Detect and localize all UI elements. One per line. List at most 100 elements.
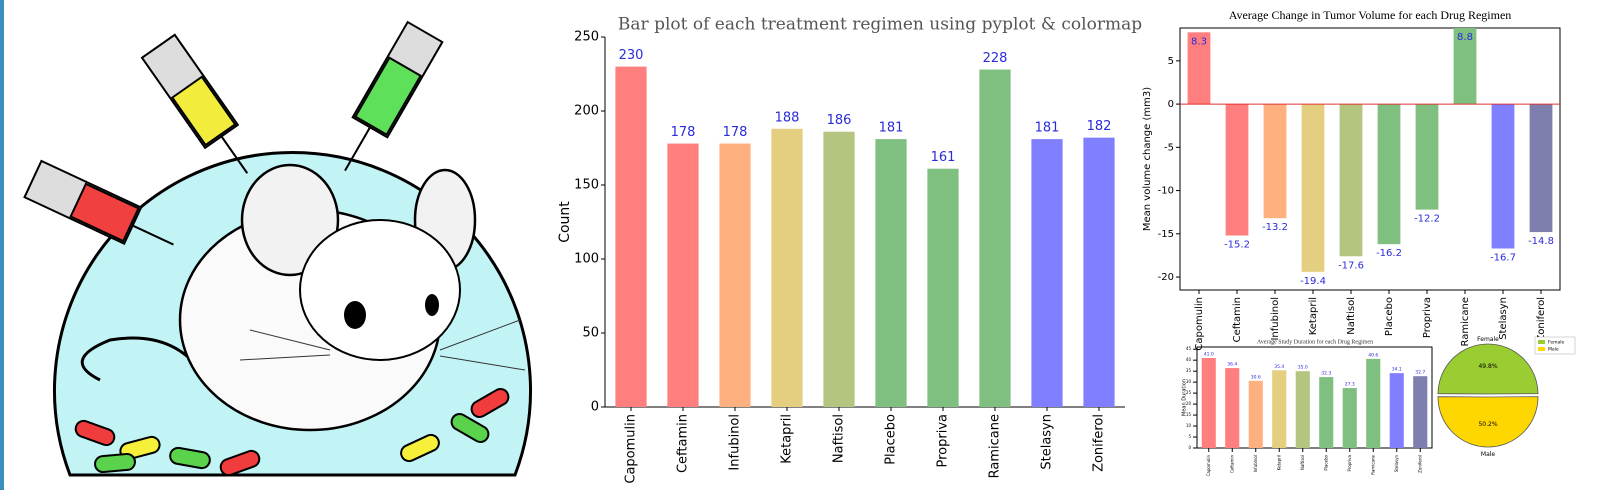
slice-value-label: 50.2%	[1478, 421, 1497, 428]
y-tick-label: 45	[1186, 346, 1192, 351]
bar	[1413, 376, 1428, 448]
x-tick-label: Ramicane	[988, 414, 1003, 478]
y-tick-label: 0	[591, 400, 599, 415]
value-label: -17.6	[1338, 260, 1364, 271]
y-tick-label: 25	[1186, 390, 1192, 395]
bar	[1187, 32, 1211, 105]
mouse-illustration	[0, 0, 532, 490]
pie-slice	[1437, 396, 1539, 448]
value-label: 161	[931, 150, 956, 165]
x-tick-label: Ramicane	[1370, 454, 1375, 474]
plot-frame	[1179, 27, 1561, 291]
value-label: 188	[775, 110, 800, 125]
y-tick-label: 150	[574, 178, 599, 193]
legend-label: Female	[1548, 340, 1565, 346]
value-label: 34.1	[1392, 367, 1402, 373]
value-label: 32.3	[1321, 371, 1331, 377]
x-tick-label: Ramicane	[1460, 297, 1471, 347]
bar	[1201, 357, 1216, 448]
bar	[1225, 368, 1240, 448]
bar	[1301, 104, 1325, 272]
bar	[1453, 28, 1477, 105]
y-tick-label: 30	[1186, 379, 1192, 384]
bar	[979, 69, 1011, 407]
legend-swatch	[1538, 347, 1545, 351]
bar	[1263, 104, 1287, 219]
x-tick-label: Placebo	[1384, 297, 1395, 336]
bar	[1225, 104, 1249, 236]
value-label: -16.2	[1376, 248, 1402, 259]
y-tick-label: 50	[582, 326, 599, 341]
x-tick-label: Placebo	[884, 414, 899, 465]
slice-value-label: 49.8%	[1478, 363, 1497, 370]
bar	[1339, 104, 1363, 257]
value-label: 178	[671, 125, 696, 140]
legend-label: Male	[1548, 347, 1559, 353]
y-tick-label: -20	[1158, 272, 1174, 283]
x-tick-label: Ketapril	[780, 414, 795, 464]
y-tick-label: 100	[574, 252, 599, 267]
y-tick-label: -10	[1158, 186, 1174, 197]
x-tick-label: Zoniferol	[1092, 414, 1107, 472]
bar	[1415, 104, 1439, 210]
y-tick-label: -15	[1158, 229, 1174, 240]
chart-title: Average Study Duration for each Drug Reg…	[1257, 338, 1373, 345]
value-label: -14.8	[1528, 236, 1554, 247]
bar	[875, 139, 907, 407]
x-tick-label: Infubinol	[1253, 455, 1258, 472]
y-tick-label: 200	[574, 104, 599, 119]
x-tick-label: Infubinol	[1270, 297, 1281, 341]
chart-title: Average Change in Tumor Volume for each …	[1229, 8, 1512, 22]
y-axis-label: Mean volume change (mm3)	[1142, 87, 1153, 231]
value-label: 186	[827, 113, 852, 128]
value-label: 230	[619, 48, 644, 63]
value-label: 36.4	[1227, 362, 1237, 368]
bar	[1083, 137, 1115, 407]
x-tick-label: Naftisol	[1300, 455, 1305, 470]
bar	[1529, 104, 1553, 233]
bar	[667, 143, 699, 407]
x-tick-label: Placebo	[1323, 454, 1328, 470]
y-axis-label: Mean Duration	[1182, 379, 1188, 416]
value-label: -16.7	[1490, 252, 1516, 263]
y-tick-label: 250	[574, 30, 599, 45]
y-tick-label: 20	[1186, 401, 1192, 406]
x-tick-label: Ceftamin	[1229, 455, 1234, 474]
value-label: 27.3	[1345, 382, 1355, 388]
bar	[1031, 139, 1063, 407]
value-label: -19.4	[1300, 276, 1326, 287]
bar	[1389, 373, 1404, 448]
x-tick-label: Stelasyn	[1394, 455, 1399, 473]
y-tick-label: 5	[1168, 56, 1174, 67]
pie-slice	[1437, 343, 1539, 395]
bar	[823, 131, 855, 407]
y-tick-label: 40	[1186, 357, 1192, 362]
x-tick-label: Ketapril	[1308, 297, 1319, 335]
bar	[1295, 371, 1310, 448]
y-tick-label: 15	[1186, 412, 1192, 417]
bar	[1342, 388, 1357, 448]
value-label: -13.2	[1262, 222, 1288, 233]
bar	[771, 128, 803, 407]
value-label: 32.7	[1415, 370, 1425, 376]
y-tick-label: 10	[1186, 423, 1192, 428]
bar	[1491, 104, 1515, 249]
value-label: 35.4	[1274, 364, 1284, 370]
chart-title: Bar plot of each treatment regimen using…	[618, 15, 1142, 35]
x-tick-label: Stelasyn	[1498, 297, 1509, 340]
bar	[1319, 377, 1334, 448]
slice-label: Female	[1477, 336, 1499, 343]
bar	[1272, 370, 1287, 448]
x-tick-label: Propriva	[936, 414, 951, 468]
legend-swatch	[1538, 340, 1545, 344]
bar	[615, 66, 647, 407]
bar	[1366, 358, 1381, 448]
x-tick-label: Propriva	[1422, 297, 1433, 338]
bar	[719, 143, 751, 407]
x-tick-label: Naftisol	[832, 414, 847, 463]
plot-frame	[1196, 346, 1433, 449]
value-label: 35.0	[1298, 365, 1308, 371]
x-tick-label: Capomulin	[1194, 297, 1205, 351]
value-label: 8.3	[1191, 36, 1207, 47]
